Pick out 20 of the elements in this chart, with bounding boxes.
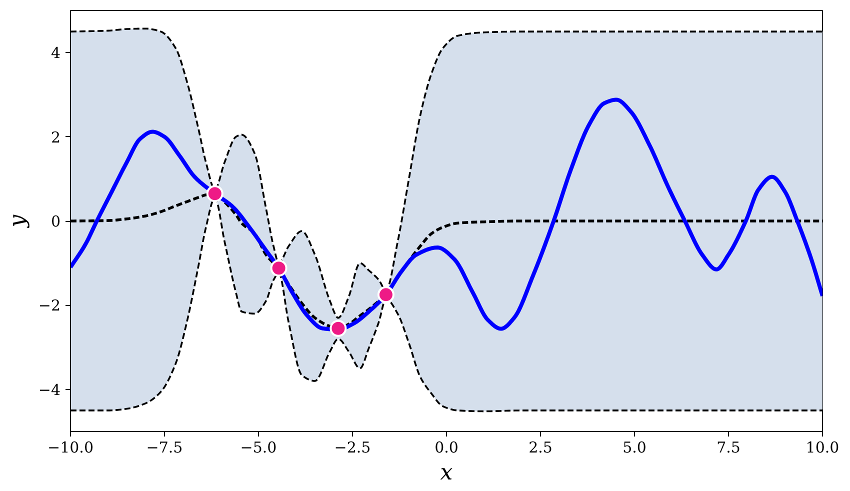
y-tick-label: −4 [38,380,61,399]
point [377,286,394,304]
y-tick-label: −2 [38,296,61,315]
point [206,185,224,202]
y-tick-label: 4 [50,44,61,62]
x-tick-label: 7.5 [716,438,740,456]
x-axis-title: x [440,460,454,486]
x-tick-label: −10.0 [48,438,94,456]
y-tick-label: 2 [50,128,61,146]
x-tick-label: −7.5 [146,438,183,456]
x-tick-label: 10.0 [806,438,840,456]
x-tick-label: −2.5 [334,438,371,456]
x-tick-label: 5.0 [622,438,646,456]
y-axis-title: y [5,214,30,228]
x-tick-label: 0.0 [434,438,458,456]
y-tick-label: 0 [50,212,61,230]
x-tick-label: 2.5 [528,438,552,456]
point [330,320,347,337]
x-tick-label: −5.0 [240,438,277,456]
point [270,260,288,277]
